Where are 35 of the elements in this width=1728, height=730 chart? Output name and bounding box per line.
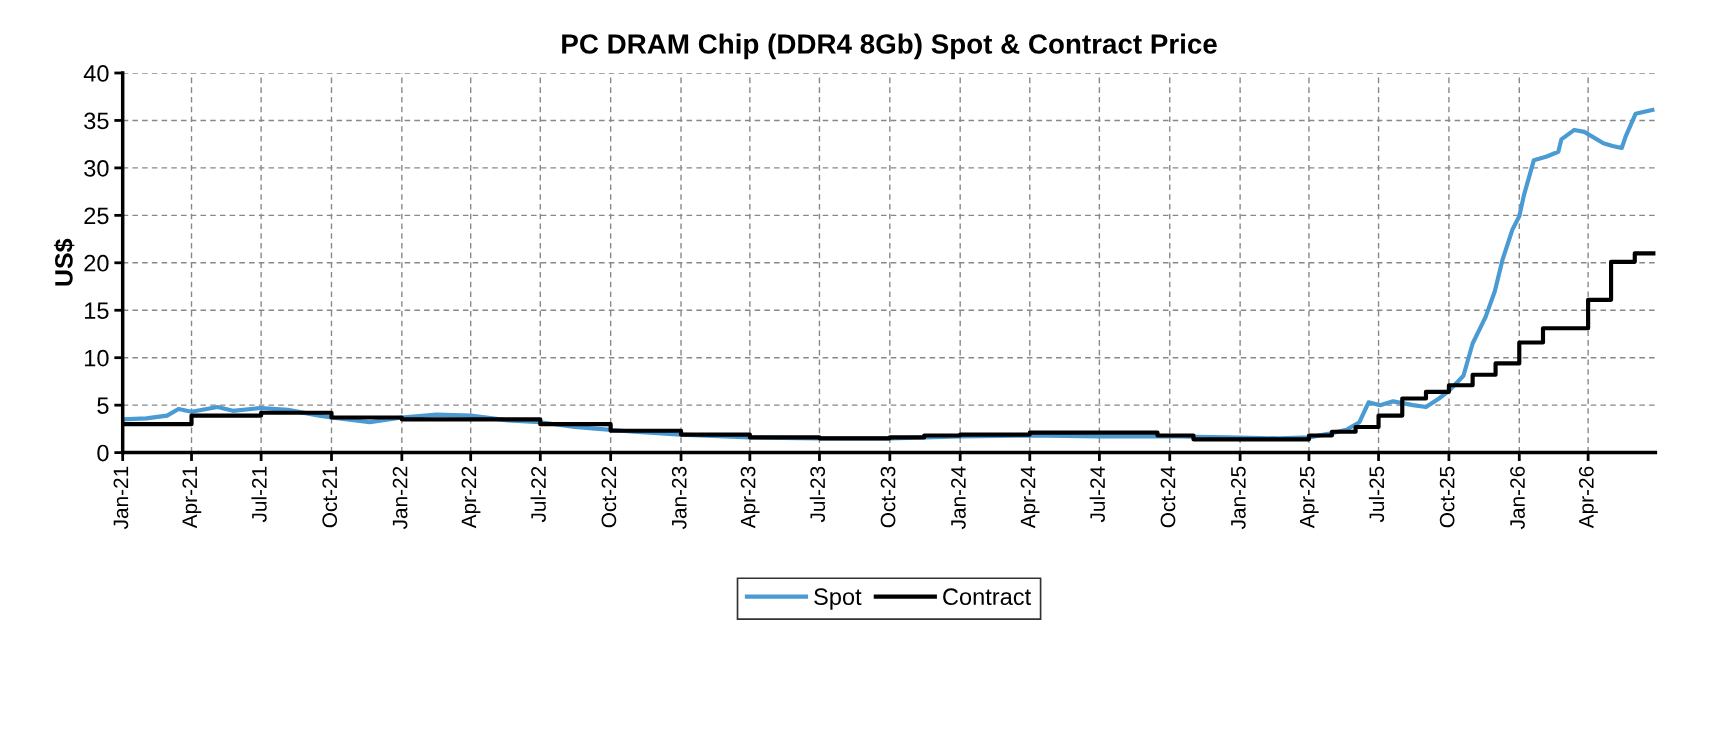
y-axis-title: US$ <box>53 238 75 286</box>
x-tick-label: Jul-23 <box>809 466 826 523</box>
x-tick-label: Oct-24 <box>1160 466 1176 528</box>
y-tick-label: 0 <box>97 444 109 462</box>
x-tick-label: Apr-26 <box>1578 466 1598 529</box>
x-tick-label: Jan-21 <box>113 466 129 530</box>
x-tick-label: Jan-25 <box>1230 466 1246 530</box>
x-tick-label: Apr-21 <box>182 466 202 529</box>
x-tick-label: Oct-22 <box>601 466 617 528</box>
y-tick-label: 25 <box>84 207 109 225</box>
x-tick-label: Oct-25 <box>1439 466 1455 528</box>
y-tick-label: 40 <box>83 65 109 82</box>
chart-title: PC DRAM Chip (DDR4 8Gb) Spot & Contract Price <box>562 33 1217 60</box>
y-tick-label: 10 <box>85 349 109 367</box>
y-tick-label: 20 <box>84 254 109 272</box>
x-tick-label: Jul-24 <box>1089 466 1105 523</box>
x-tick-label: Jan-22 <box>392 466 408 530</box>
x-tick-label: Apr-23 <box>740 466 760 529</box>
y-tick-label: 35 <box>84 112 109 130</box>
y-tick-label: 5 <box>97 397 109 414</box>
x-tick-label: Jul-21 <box>251 466 267 523</box>
x-tick-label: Oct-21 <box>322 466 338 528</box>
y-tick-label: 15 <box>85 302 109 320</box>
x-tick-label: Apr-25 <box>1299 466 1319 529</box>
x-tick-label: Jul-25 <box>1368 466 1385 523</box>
y-tick-label: 30 <box>84 159 109 177</box>
x-tick-label: Jul-22 <box>530 466 546 523</box>
x-tick-label: Jan-26 <box>1510 466 1525 530</box>
x-tick-label: Jan-24 <box>951 466 966 530</box>
x-tick-label: Apr-24 <box>1020 466 1040 529</box>
x-tick-label: Apr-22 <box>461 466 481 529</box>
legend-label: Contract <box>943 588 1031 606</box>
legend-label: Spot <box>814 588 862 610</box>
x-tick-label: Jan-23 <box>671 466 687 530</box>
x-tick-label: Oct-23 <box>880 466 896 528</box>
